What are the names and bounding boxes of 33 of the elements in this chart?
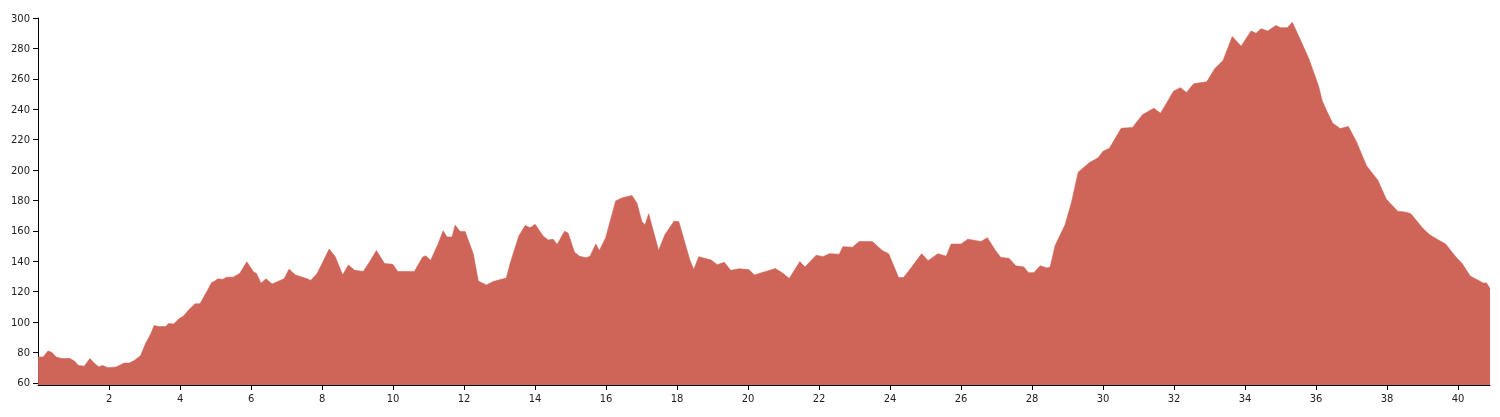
y-tick-label: 120 bbox=[10, 286, 31, 298]
x-tick-label: 6 bbox=[247, 392, 255, 404]
y-tick-label: 300 bbox=[10, 12, 31, 24]
y-tick-label: 140 bbox=[10, 255, 31, 267]
y-tick-label: 240 bbox=[10, 103, 31, 115]
y-tick-label: 100 bbox=[10, 316, 31, 328]
y-tick-label: 200 bbox=[10, 164, 31, 176]
y-tick-label: 60 bbox=[17, 377, 31, 389]
x-tick-label: 2 bbox=[105, 392, 113, 404]
x-tick-label: 40 bbox=[1451, 392, 1465, 404]
x-tick-label: 36 bbox=[1309, 392, 1323, 404]
x-tick-label: 34 bbox=[1238, 392, 1252, 404]
x-tick-label: 28 bbox=[1025, 392, 1039, 404]
x-tick-label: 16 bbox=[599, 392, 613, 404]
x-tick-label: 32 bbox=[1167, 392, 1181, 404]
x-tick-label: 14 bbox=[528, 392, 542, 404]
x-tick-label: 12 bbox=[457, 392, 471, 404]
x-tick-label: 30 bbox=[1096, 392, 1110, 404]
y-tick-label: 260 bbox=[10, 73, 31, 85]
y-tick-label: 180 bbox=[10, 194, 31, 206]
x-tick-label: 24 bbox=[883, 392, 897, 404]
x-tick-label: 26 bbox=[954, 392, 968, 404]
x-tick-label: 4 bbox=[176, 392, 184, 404]
x-tick-label: 22 bbox=[812, 392, 826, 404]
y-tick-label: 160 bbox=[10, 225, 31, 237]
x-tick-label: 20 bbox=[741, 392, 755, 404]
y-tick-label: 220 bbox=[10, 134, 31, 146]
x-tick-label: 10 bbox=[386, 392, 400, 404]
y-tick-label: 280 bbox=[10, 42, 31, 54]
x-tick-label: 18 bbox=[670, 392, 684, 404]
y-tick-label: 80 bbox=[17, 346, 31, 358]
x-tick-label: 8 bbox=[318, 392, 326, 404]
x-tick-label: 38 bbox=[1380, 392, 1394, 404]
